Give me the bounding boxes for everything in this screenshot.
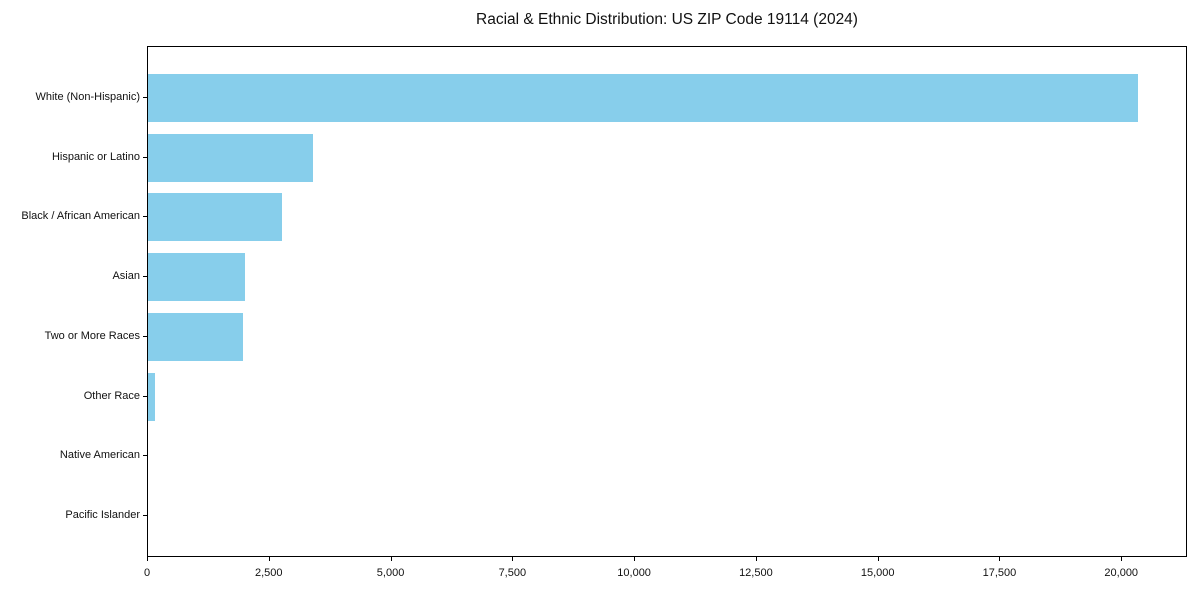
y-tick-mark [143,97,147,98]
x-tick-mark [512,557,514,561]
y-tick-label: Native American [59,449,140,462]
x-tick-label: 17,500 [982,567,1017,579]
y-tick-label: Asian [112,270,140,283]
plot-area [147,46,1187,557]
x-tick-mark [877,557,879,561]
x-tick-label: 5,000 [376,567,405,579]
x-tick-label: 15,000 [860,567,895,579]
bar-black-african-american [148,193,282,242]
x-tick-label: 7,500 [498,567,527,579]
bar-asian [148,253,245,302]
x-tick-mark [999,557,1001,561]
x-tick-mark [390,557,392,561]
y-tick-label: Black / African American [21,210,140,223]
x-tick-label: 10,000 [617,567,651,579]
y-tick-label: Two or More Races [44,329,140,342]
x-tick-mark [1121,557,1123,561]
y-tick-label: Hispanic or Latino [51,150,140,163]
y-tick-mark [143,395,147,397]
y-tick-mark [143,276,147,278]
y-tick-mark [143,216,147,218]
y-tick-label: White (Non-Hispanic) [35,91,140,103]
bar-other-race [148,372,155,421]
y-tick-mark [143,455,147,457]
x-tick-label: 20,000 [1104,567,1139,579]
x-tick-label: 0 [143,567,151,579]
y-tick-mark [143,514,147,516]
y-tick-mark [143,156,147,158]
y-tick-label: Pacific Islander [65,508,140,521]
x-tick-label: 2,500 [255,567,283,579]
chart-title: Racial & Ethnic Distribution: US ZIP Cod… [476,11,858,28]
y-tick-label: Other Race [83,389,140,402]
x-tick-label: 12,500 [739,567,773,579]
x-tick-mark [755,557,757,561]
x-tick-mark [634,557,636,561]
y-tick-mark [143,335,147,337]
bar-white-non-hispanic [148,74,1138,122]
x-tick-mark [147,557,148,561]
bar-hispanic-or-latino [148,133,313,182]
x-tick-mark [268,557,270,561]
bar-two-or-more-races [148,312,243,361]
